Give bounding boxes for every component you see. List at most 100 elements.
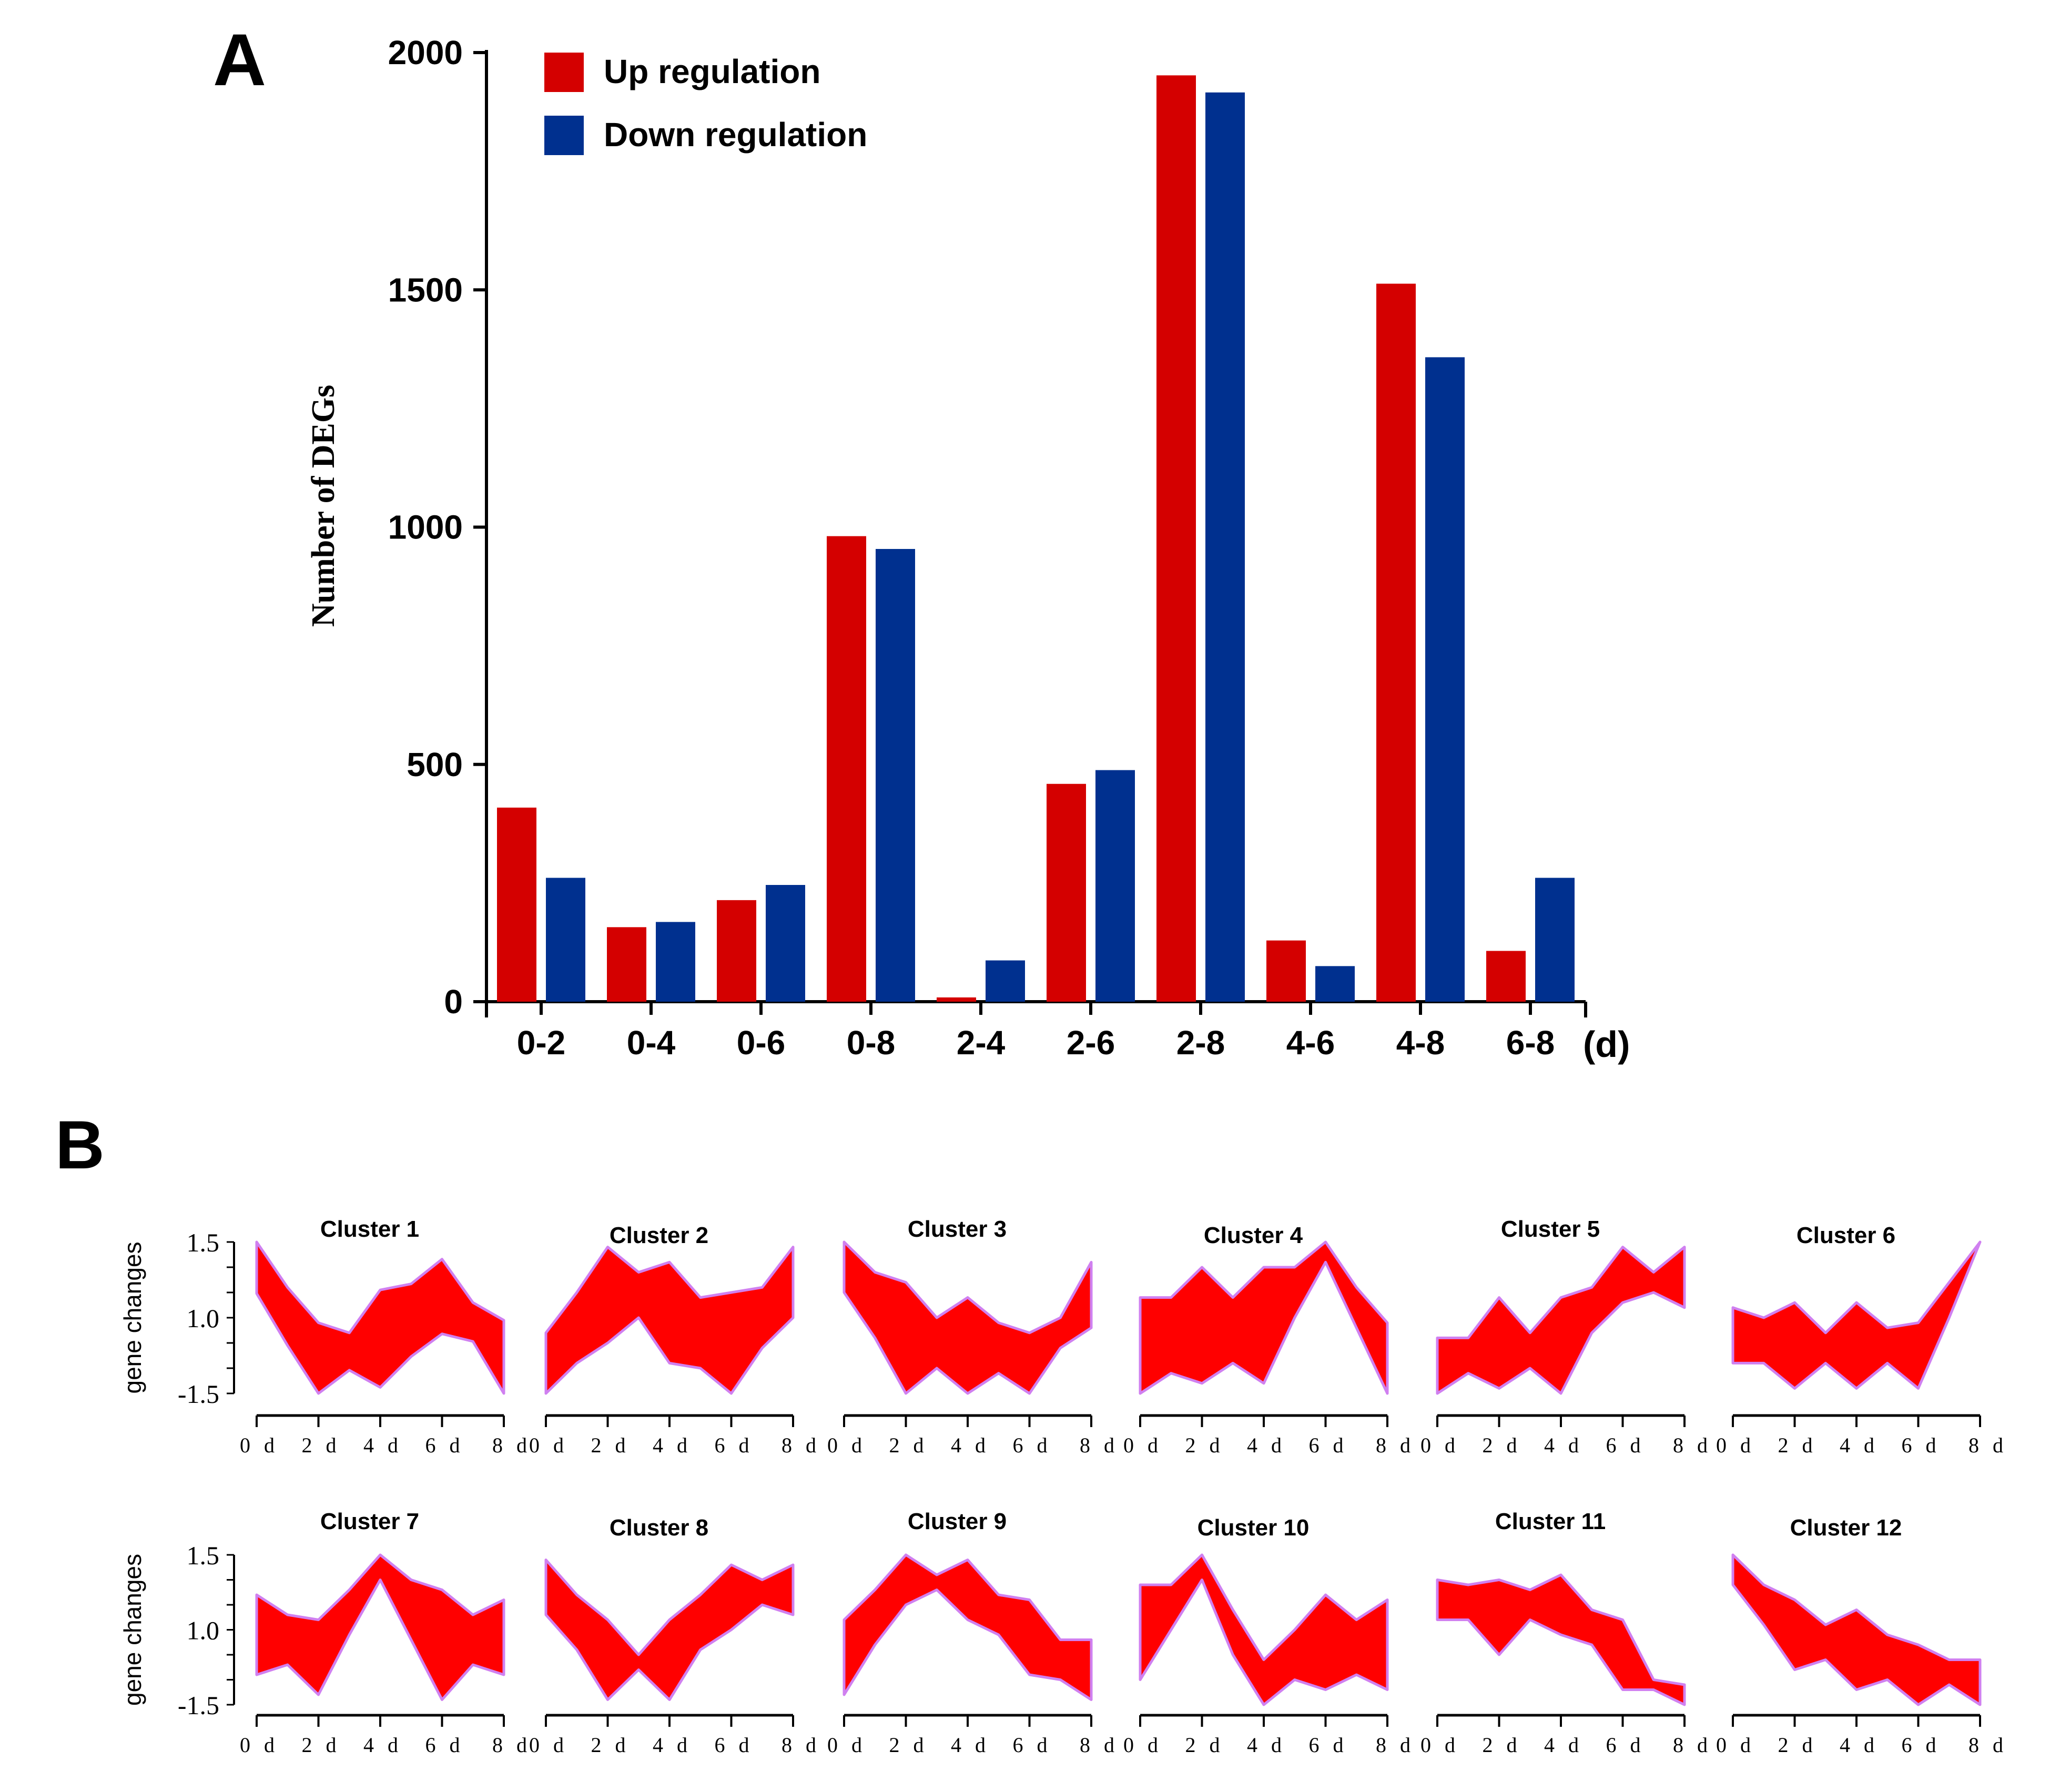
x-tick-label: 0 d — [827, 1733, 866, 1757]
bar-up-4-8 — [1376, 283, 1416, 1002]
cluster-title: Cluster 8 — [610, 1515, 708, 1541]
cluster-band-6 — [1731, 1240, 1982, 1390]
y-tick-label: -1.5 — [178, 1691, 219, 1720]
x-tick-label: 4-6 — [1286, 1024, 1335, 1062]
cluster-band-2 — [544, 1246, 795, 1395]
x-tick-label: 6 d — [715, 1733, 754, 1757]
x-tick-label: 2 d — [889, 1733, 928, 1757]
x-tick-label: 0 d — [1123, 1433, 1162, 1457]
bar-up-2-6 — [1047, 783, 1086, 1002]
x-tick-label: 6 d — [1902, 1733, 1941, 1757]
cluster-band-3 — [843, 1240, 1093, 1395]
x-tick-label: 4 d — [1247, 1733, 1286, 1757]
x-tick-label: 4 d — [363, 1733, 402, 1757]
x-tick-label: 2-8 — [1176, 1024, 1225, 1062]
cluster-band-7 — [255, 1553, 505, 1701]
x-tick-label: 4 d — [1544, 1733, 1583, 1757]
cluster-title: Cluster 2 — [610, 1223, 708, 1248]
bar-up-4-6 — [1266, 940, 1306, 1002]
x-tick-label: 8 d — [1080, 1733, 1119, 1757]
bar-down-0-8 — [876, 549, 915, 1002]
x-tick-label: 8 d — [1376, 1733, 1415, 1757]
cluster-title: Cluster 9 — [908, 1509, 1007, 1534]
x-tick-label: 0 d — [1716, 1733, 1755, 1757]
x-tick-label: 6 d — [1013, 1433, 1052, 1457]
legend-label: Up regulation — [604, 53, 820, 90]
x-tick-label: 0 d — [1716, 1433, 1755, 1457]
cluster-title: Cluster 7 — [320, 1509, 419, 1534]
y-tick-label: 1000 — [388, 508, 463, 546]
x-tick-label: 4 d — [363, 1433, 402, 1457]
x-tick-label: 6 d — [1606, 1433, 1645, 1457]
bar-down-0-6 — [766, 884, 805, 1002]
x-tick-label: 0-4 — [627, 1024, 676, 1062]
y-tick-label: 0 — [444, 983, 463, 1021]
x-tick-label: 6 d — [425, 1433, 464, 1457]
x-tick-label: 2 d — [591, 1733, 630, 1757]
cluster-band-5 — [1436, 1246, 1686, 1395]
x-tick-label: 8 d — [1673, 1433, 1712, 1457]
x-tick-label: 0-6 — [737, 1024, 786, 1062]
x-tick-label: 6 d — [425, 1733, 464, 1757]
cluster-title: Cluster 6 — [1797, 1223, 1895, 1248]
x-tick-label: 8 d — [1080, 1433, 1119, 1457]
x-tick-label: 8 d — [1968, 1433, 2007, 1457]
x-tick-label: 0 d — [529, 1433, 568, 1457]
x-tick-label: 0 d — [827, 1433, 866, 1457]
bar-down-2-6 — [1095, 770, 1135, 1002]
cluster-band-12 — [1731, 1553, 1982, 1706]
x-tick-label: 6 d — [1606, 1733, 1645, 1757]
x-tick-label: 2-4 — [957, 1024, 1006, 1062]
bar-down-2-4 — [986, 960, 1025, 1002]
x-tick-label: 6-8 — [1506, 1024, 1555, 1062]
x-tick-label: 8 d — [492, 1433, 531, 1457]
x-tick-label: 2 d — [1778, 1733, 1817, 1757]
x-tick-label: 6 d — [1013, 1733, 1052, 1757]
y-axis-label: Number of DEGs — [306, 385, 341, 627]
x-tick-label: 0 d — [240, 1433, 279, 1457]
x-tick-label: 0-8 — [847, 1024, 896, 1062]
y-tick-label: 500 — [407, 746, 463, 783]
cluster-title: Cluster 12 — [1790, 1515, 1902, 1541]
cluster-band-1 — [255, 1240, 505, 1395]
y-tick-label: 1500 — [388, 271, 463, 309]
bar-down-4-6 — [1315, 966, 1355, 1002]
bar-down-0-4 — [656, 922, 695, 1002]
y-axis-label: gene changes — [119, 1241, 146, 1393]
legend-label: Down regulation — [604, 116, 867, 154]
x-tick-label: 4 d — [1544, 1433, 1583, 1457]
x-tick-label: 2-6 — [1067, 1024, 1115, 1062]
cluster-title: Cluster 1 — [320, 1216, 419, 1242]
x-tick-label: 6 d — [715, 1433, 754, 1457]
x-tick-label: 0 d — [240, 1733, 279, 1757]
x-tick-label: 2 d — [302, 1433, 341, 1457]
legend-swatch — [544, 116, 584, 155]
x-tick-label: 8 d — [782, 1433, 820, 1457]
x-tick-label: 8 d — [1673, 1733, 1712, 1757]
x-tick-label: 8 d — [782, 1733, 820, 1757]
cluster-band-4 — [1139, 1240, 1389, 1395]
x-tick-label: 4 d — [1840, 1733, 1879, 1757]
x-unit-label: (d) — [1583, 1024, 1630, 1065]
x-tick-label: 2 d — [1185, 1733, 1224, 1757]
cluster-title: Cluster 11 — [1495, 1509, 1606, 1534]
bar-up-0-2 — [497, 807, 536, 1002]
cluster-band-9 — [843, 1553, 1093, 1701]
x-tick-label: 6 d — [1309, 1433, 1348, 1457]
cluster-band-11 — [1436, 1573, 1686, 1706]
bar-up-2-4 — [937, 997, 976, 1002]
x-tick-label: 2 d — [1185, 1433, 1224, 1457]
bar-up-0-4 — [607, 927, 646, 1002]
x-tick-label: 6 d — [1309, 1733, 1348, 1757]
bar-up-2-8 — [1156, 75, 1196, 1002]
x-tick-label: 2 d — [302, 1733, 341, 1757]
x-tick-label: 4 d — [653, 1433, 692, 1457]
bar-chart: 0 500 1000 1500 2000 Number of DEGs 0-2 0-4 0-6 0… — [306, 34, 1630, 1065]
x-tick-label: 0-2 — [517, 1024, 566, 1062]
cluster-band-8 — [544, 1559, 795, 1701]
x-tick-label: 4 d — [1840, 1433, 1879, 1457]
x-tick-label: 2 d — [1483, 1433, 1521, 1457]
cluster-band-10 — [1139, 1553, 1389, 1706]
x-tick-label: 8 d — [1376, 1433, 1415, 1457]
panel-label-a: A — [213, 18, 266, 101]
